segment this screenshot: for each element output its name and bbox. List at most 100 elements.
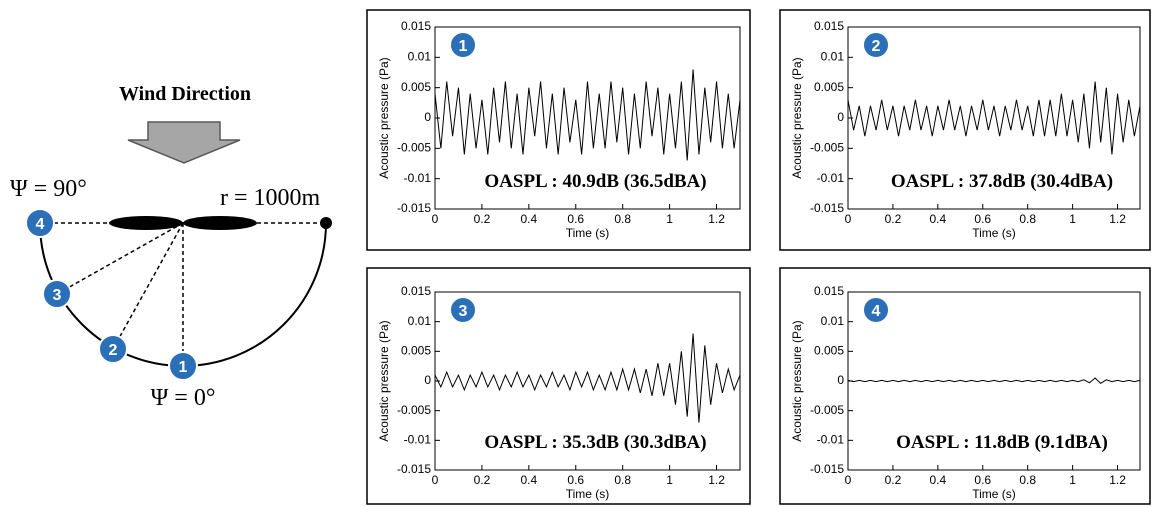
x-tick-label: 0.4: [521, 473, 538, 487]
panel-frame: [366, 9, 751, 251]
psi-0: Ψ = 0°: [151, 385, 216, 411]
x-tick-label: 0.2: [474, 212, 491, 226]
x-tick-label: 0.8: [1019, 212, 1036, 226]
y-axis-label: Acoustic pressure (Pa): [790, 320, 804, 441]
y-tick-label: 0: [424, 373, 431, 387]
x-tick-label: 1: [1069, 473, 1076, 487]
x-axis-label: Time (s): [566, 226, 610, 240]
y-tick-label: -0.005: [397, 141, 431, 155]
signal-line: [847, 377, 1141, 385]
x-tick-label: 0.2: [885, 212, 902, 226]
badge-label: 4: [872, 303, 881, 320]
y-tick-label: -0.015: [810, 462, 844, 476]
annotation: OASPL : 37.8dB (30.4dBA): [891, 171, 1113, 192]
panel-frame: [366, 267, 751, 505]
badge-label: 2: [872, 38, 881, 55]
panel-frame: [779, 267, 1151, 505]
x-tick-label: 0: [845, 473, 852, 487]
y-axis-label: Acoustic pressure (Pa): [377, 57, 391, 178]
blade: [183, 216, 257, 230]
y-tick-label: 0.005: [814, 344, 844, 358]
x-tick-label: 1: [666, 212, 673, 226]
y-tick-label: 0: [424, 110, 431, 124]
x-tick-label: 0.8: [1019, 473, 1036, 487]
y-tick-label: -0.005: [810, 141, 844, 155]
x-tick-label: 1.2: [708, 212, 725, 226]
y-tick-label: 0: [837, 373, 844, 387]
badge: [862, 296, 890, 324]
x-tick-label: 0.6: [974, 473, 991, 487]
y-tick-label: 0.015: [814, 19, 844, 33]
y-tick-label: 0.015: [401, 284, 431, 298]
x-tick-label: 1.2: [1109, 212, 1126, 226]
y-tick-label: -0.005: [810, 403, 844, 417]
marker: [98, 334, 128, 364]
y-tick-label: -0.01: [817, 433, 845, 447]
y-axis-label: Acoustic pressure (Pa): [377, 320, 391, 441]
y-tick-label: 0.01: [408, 50, 432, 64]
x-tick-label: 0: [845, 212, 852, 226]
end-dot: [320, 217, 332, 229]
x-tick-label: 0.6: [567, 473, 584, 487]
panel-frame: [779, 9, 1151, 251]
psi-90: Ψ = 90°: [10, 176, 87, 202]
marker-label: 4: [36, 216, 45, 233]
x-tick-label: 0.8: [614, 212, 631, 226]
y-tick-label: 0.015: [814, 284, 844, 298]
x-tick-label: 0.4: [930, 473, 947, 487]
y-tick-label: -0.015: [810, 201, 844, 215]
radius-label: r = 1000m: [220, 185, 321, 211]
y-tick-label: 0.01: [408, 314, 432, 328]
annotation: OASPL : 35.3dB (30.3dBA): [484, 432, 706, 453]
badge: [862, 31, 890, 59]
dashed-lines: [40, 222, 326, 364]
x-tick-label: 0.4: [930, 212, 947, 226]
x-tick-label: 0.2: [474, 473, 491, 487]
y-tick-label: -0.01: [404, 433, 432, 447]
marker: [42, 279, 72, 309]
y-tick-label: -0.01: [817, 171, 845, 185]
x-axis-label: Time (s): [566, 487, 610, 501]
signal-line: [434, 69, 741, 161]
y-tick-label: 0: [837, 110, 844, 124]
x-tick-label: 0.4: [521, 212, 538, 226]
x-tick-label: 0: [432, 473, 439, 487]
y-tick-label: -0.015: [397, 201, 431, 215]
marker-label: 1: [179, 359, 188, 376]
badge-label: 3: [459, 303, 468, 320]
x-tick-label: 1: [666, 473, 673, 487]
annotation: OASPL : 11.8dB (9.1dBA): [896, 432, 1108, 453]
y-axis-label: Acoustic pressure (Pa): [790, 57, 804, 178]
wind-arrow: [127, 121, 241, 164]
y-tick-label: -0.015: [397, 462, 431, 476]
signal-line: [847, 81, 1141, 155]
x-tick-label: 0.2: [885, 473, 902, 487]
signal-line: [434, 333, 741, 423]
marker: [25, 208, 55, 238]
y-tick-label: 0.005: [814, 80, 844, 94]
badge: [449, 31, 477, 59]
y-tick-label: 0.005: [401, 344, 431, 358]
x-axis-label: Time (s): [972, 487, 1016, 501]
y-tick-label: 0.015: [401, 19, 431, 33]
dash: [112, 222, 184, 350]
x-tick-label: 1.2: [1109, 473, 1126, 487]
wind-title: Wind Direction: [119, 83, 251, 105]
annotation: OASPL : 40.9dB (36.5dBA): [484, 171, 706, 192]
y-tick-label: -0.005: [397, 403, 431, 417]
x-tick-label: 1: [1069, 212, 1076, 226]
marker: [168, 351, 198, 381]
marker-label: 3: [53, 287, 62, 304]
dash: [56, 222, 184, 295]
x-tick-label: 1.2: [708, 473, 725, 487]
y-tick-label: 0.01: [821, 314, 845, 328]
x-tick-label: 0.8: [614, 473, 631, 487]
y-tick-label: -0.01: [404, 171, 432, 185]
diagram: Wind Direction Ψ = 90° r = 1000m Ψ = 0° …: [10, 83, 332, 411]
marker-label: 2: [109, 342, 118, 359]
x-tick-label: 0: [432, 212, 439, 226]
badge-label: 1: [459, 38, 468, 55]
x-tick-label: 0.6: [974, 212, 991, 226]
x-tick-label: 0.6: [567, 212, 584, 226]
